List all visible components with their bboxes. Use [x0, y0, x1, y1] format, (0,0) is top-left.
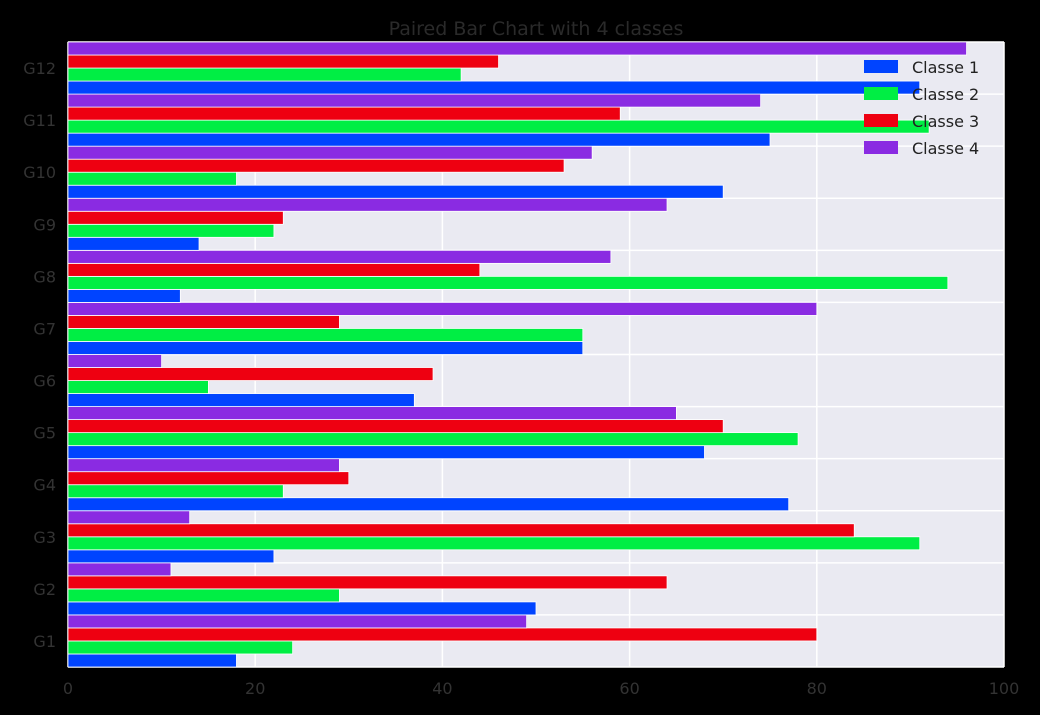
legend-swatch [864, 87, 898, 100]
y-tick-label: G4 [33, 476, 56, 495]
bar-g6-classe-4 [67, 354, 162, 368]
bar-g8-classe-4 [67, 249, 612, 264]
bar-g3-classe-3 [67, 523, 855, 538]
bar-g9-classe-1 [67, 236, 200, 251]
bar-g11-classe-3 [67, 106, 621, 121]
y-tick-label: G5 [33, 424, 56, 443]
chart-title: Paired Bar Chart with 4 classes [389, 18, 684, 40]
y-axis-ticks: G1 G2 G3 G4 G5 G6 G7 G8 G9 G10 G11 G12 [23, 59, 56, 651]
bar-g9-classe-3 [67, 210, 284, 225]
bar-g12-classe-4 [67, 41, 967, 56]
bar-g7-classe-4 [67, 302, 818, 316]
y-tick-label: G1 [33, 632, 56, 651]
y-tick-label: G8 [33, 267, 56, 286]
bar-g1-classe-2 [67, 640, 294, 655]
bar-g10-classe-1 [67, 184, 724, 199]
legend-swatch [864, 60, 898, 73]
bar-g4-classe-1 [67, 497, 790, 512]
y-tick-label: G11 [23, 111, 56, 130]
y-tick-label: G12 [23, 59, 56, 78]
bar-g1-classe-4 [67, 614, 528, 629]
bar-g5-classe-2 [67, 432, 799, 447]
bar-g2-classe-2 [67, 588, 340, 603]
bar-g5-classe-1 [67, 445, 705, 460]
bar-g4-classe-4 [67, 458, 340, 473]
bar-g6-classe-3 [67, 367, 434, 381]
bar-g8-classe-1 [67, 288, 181, 303]
legend-label: Classe 4 [912, 139, 979, 158]
bar-g10-classe-4 [67, 145, 593, 160]
y-tick-label: G7 [33, 319, 56, 338]
bar-g10-classe-2 [67, 171, 237, 186]
bar-g3-classe-2 [67, 536, 921, 551]
y-tick-label: G3 [33, 528, 56, 547]
bar-g4-classe-2 [67, 484, 284, 499]
bar-g6-classe-2 [67, 380, 209, 394]
x-tick-label: 0 [63, 679, 73, 698]
y-tick-label: G2 [33, 580, 56, 599]
legend-swatch [864, 141, 898, 154]
x-tick-label: 60 [619, 679, 639, 698]
bar-g11-classe-4 [67, 93, 762, 108]
y-tick-label: G6 [33, 372, 56, 391]
bars [67, 41, 967, 668]
bar-g12-classe-1 [67, 80, 921, 95]
bar-g2-classe-1 [67, 601, 537, 616]
bar-g3-classe-1 [67, 549, 275, 564]
bar-g8-classe-2 [67, 275, 949, 290]
x-tick-label: 20 [245, 679, 265, 698]
x-axis-ticks: 0 20 40 60 80 100 [63, 679, 1019, 698]
bar-g5-classe-3 [67, 419, 724, 434]
bar-g9-classe-2 [67, 223, 275, 238]
x-tick-label: 80 [807, 679, 827, 698]
legend: Classe 1 Classe 2 Classe 3 Classe 4 [864, 58, 979, 158]
legend-label: Classe 2 [912, 85, 979, 104]
legend-label: Classe 3 [912, 112, 979, 131]
bar-g7-classe-1 [67, 341, 584, 355]
bar-g1-classe-3 [67, 627, 818, 642]
bar-g5-classe-4 [67, 406, 677, 421]
y-tick-label: G10 [23, 163, 56, 182]
bar-g11-classe-2 [67, 119, 930, 134]
bar-g2-classe-4 [67, 562, 172, 577]
y-tick-label: G9 [33, 215, 56, 234]
legend-swatch [864, 114, 898, 127]
bar-g12-classe-2 [67, 67, 462, 82]
bar-g10-classe-3 [67, 158, 565, 173]
bar-g12-classe-3 [67, 54, 499, 69]
bar-g3-classe-4 [67, 510, 191, 525]
x-tick-label: 40 [432, 679, 452, 698]
bar-g2-classe-3 [67, 575, 668, 590]
bar-g1-classe-1 [67, 653, 237, 668]
bar-g4-classe-3 [67, 471, 350, 486]
bar-g7-classe-3 [67, 315, 340, 329]
bar-g9-classe-4 [67, 197, 668, 212]
bar-g7-classe-2 [67, 328, 584, 342]
bar-g11-classe-1 [67, 132, 771, 147]
bar-g6-classe-1 [67, 393, 415, 407]
bar-g8-classe-3 [67, 262, 481, 277]
x-tick-label: 100 [989, 679, 1020, 698]
legend-label: Classe 1 [912, 58, 979, 77]
